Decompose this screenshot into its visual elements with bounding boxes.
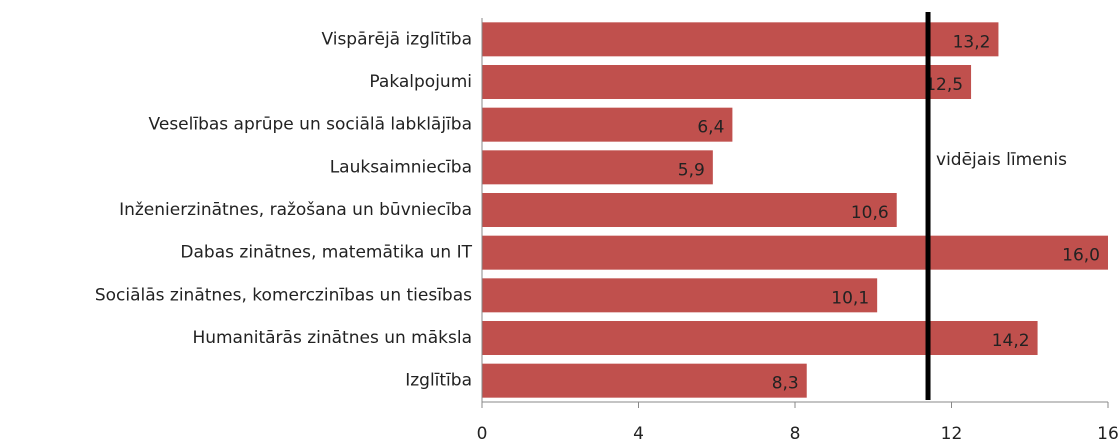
y-tick-label: Izglītība	[405, 371, 472, 391]
bar	[482, 193, 897, 227]
data-label: 14,2	[992, 331, 1030, 351]
y-tick-label: Dabas zinātnes, matemātika un IT	[180, 243, 472, 263]
data-label: 16,0	[1062, 246, 1100, 266]
data-label: 6,4	[697, 118, 724, 138]
bar	[482, 65, 972, 99]
data-label: 10,6	[851, 203, 889, 223]
data-label: 13,2	[953, 32, 991, 52]
y-tick-label: Lauksaimniecība	[330, 157, 472, 177]
y-tick-label: Sociālās zinātnes, komerczinības un ties…	[95, 285, 472, 305]
data-label: 10,1	[831, 288, 869, 308]
x-tick-label: 8	[790, 424, 801, 444]
y-tick-label: Vispārējā izglītība	[321, 29, 472, 49]
bar	[482, 321, 1038, 355]
data-label: 8,3	[772, 374, 799, 394]
bar	[482, 278, 878, 313]
x-tick-label: 16	[1097, 424, 1118, 444]
x-tick-label: 12	[941, 424, 963, 444]
x-tick-label: 4	[633, 424, 644, 444]
reference-label: vidējais līmenis	[936, 150, 1067, 170]
data-label: 12,5	[925, 75, 963, 95]
x-tick-label: 0	[477, 424, 488, 444]
bar	[482, 107, 733, 142]
bar	[482, 150, 713, 185]
bar	[482, 235, 1108, 270]
y-tick-label: Pakalpojumi	[369, 72, 472, 92]
data-label: 5,9	[678, 160, 705, 180]
y-tick-label: Inženierzinātnes, ražošana un būvniecība	[119, 200, 472, 220]
y-tick-label: Humanitārās zinātnes un māksla	[192, 328, 472, 348]
bar	[482, 22, 999, 57]
bar	[482, 363, 807, 398]
y-tick-label: Veselības aprūpe un sociālā labklājība	[149, 115, 472, 135]
